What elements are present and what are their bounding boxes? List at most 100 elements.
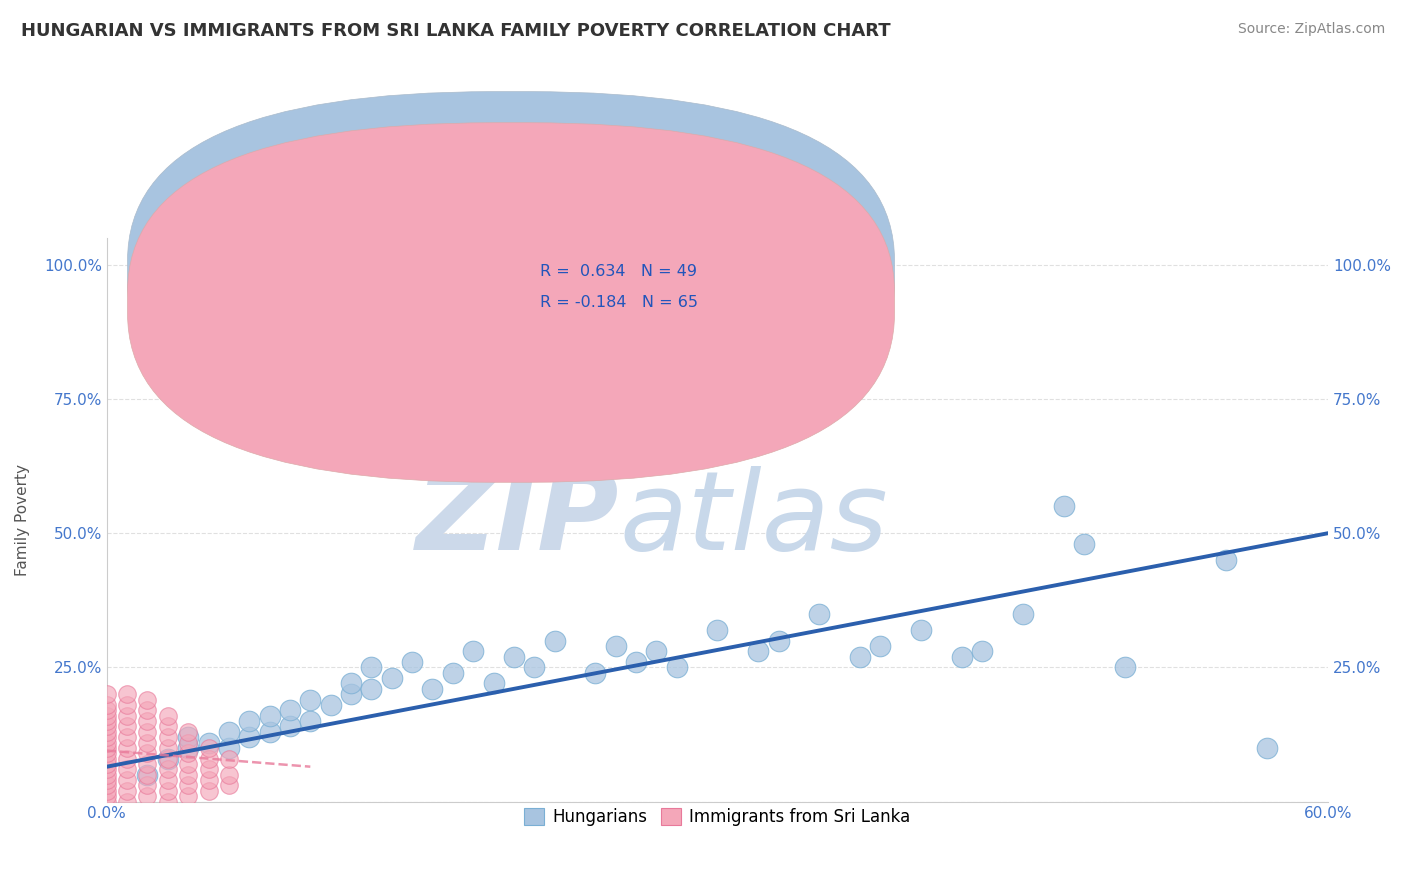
Point <box>96 703 118 717</box>
Point <box>177 746 200 760</box>
FancyBboxPatch shape <box>128 92 894 451</box>
Point <box>1052 500 1074 514</box>
Point <box>238 730 260 744</box>
Point <box>808 607 831 621</box>
Point <box>115 708 138 723</box>
Point <box>96 687 118 701</box>
Point <box>156 708 179 723</box>
Point <box>197 751 219 765</box>
Point <box>96 784 118 798</box>
Point <box>156 751 179 765</box>
Point <box>441 665 464 680</box>
Text: R =  0.634   N = 49: R = 0.634 N = 49 <box>540 264 697 279</box>
Point <box>360 660 382 674</box>
Legend: Hungarians, Immigrants from Sri Lanka: Hungarians, Immigrants from Sri Lanka <box>517 801 917 833</box>
Point <box>136 735 159 749</box>
Point <box>197 740 219 755</box>
FancyBboxPatch shape <box>128 123 894 483</box>
Point <box>136 714 159 728</box>
Point <box>299 714 322 728</box>
Point <box>706 623 728 637</box>
Point <box>950 649 973 664</box>
Point <box>115 784 138 798</box>
Point <box>136 779 159 793</box>
Point <box>340 676 363 690</box>
Point <box>115 751 138 765</box>
Point <box>115 763 138 777</box>
Point <box>360 681 382 696</box>
Point <box>259 708 281 723</box>
Point <box>197 773 219 788</box>
Point <box>96 789 118 804</box>
Point <box>381 671 404 685</box>
Point <box>136 768 159 782</box>
Point <box>96 746 118 760</box>
Point <box>136 789 159 804</box>
Point <box>177 735 200 749</box>
Point <box>299 692 322 706</box>
Point <box>96 708 118 723</box>
Point <box>96 795 118 809</box>
Point <box>605 639 627 653</box>
Point <box>96 719 118 733</box>
Point <box>136 768 159 782</box>
Point <box>624 655 647 669</box>
Point <box>156 719 179 733</box>
Point <box>96 724 118 739</box>
Point <box>463 644 485 658</box>
Point <box>238 714 260 728</box>
Point <box>970 644 993 658</box>
Point <box>177 724 200 739</box>
Point <box>96 751 118 765</box>
Point <box>156 795 179 809</box>
Point <box>177 768 200 782</box>
Point <box>523 660 546 674</box>
Point <box>1256 740 1278 755</box>
Point <box>747 644 769 658</box>
Point <box>136 703 159 717</box>
Point <box>115 730 138 744</box>
Point <box>156 773 179 788</box>
Point <box>278 719 301 733</box>
Point <box>96 698 118 712</box>
Point <box>115 719 138 733</box>
Point <box>96 768 118 782</box>
Text: HUNGARIAN VS IMMIGRANTS FROM SRI LANKA FAMILY POVERTY CORRELATION CHART: HUNGARIAN VS IMMIGRANTS FROM SRI LANKA F… <box>21 22 891 40</box>
Point <box>583 665 606 680</box>
Y-axis label: Family Poverty: Family Poverty <box>15 464 30 575</box>
Point <box>96 730 118 744</box>
Point <box>197 735 219 749</box>
Point <box>96 763 118 777</box>
Point <box>177 789 200 804</box>
Point <box>218 724 240 739</box>
Point <box>259 724 281 739</box>
Point <box>156 784 179 798</box>
Point <box>768 633 790 648</box>
Point <box>197 763 219 777</box>
Point <box>96 740 118 755</box>
Point <box>115 795 138 809</box>
Point <box>645 644 668 658</box>
Point <box>218 779 240 793</box>
Text: R = -0.184   N = 65: R = -0.184 N = 65 <box>540 294 699 310</box>
Point <box>869 639 891 653</box>
Point <box>136 692 159 706</box>
Point <box>136 757 159 772</box>
Point <box>218 751 240 765</box>
FancyBboxPatch shape <box>474 252 735 323</box>
Text: ZIP: ZIP <box>416 467 620 574</box>
Point <box>96 779 118 793</box>
Point <box>1011 607 1033 621</box>
Point <box>115 687 138 701</box>
Point <box>96 714 118 728</box>
Point <box>665 660 688 674</box>
Text: atlas: atlas <box>620 467 889 574</box>
Point <box>401 655 423 669</box>
Point <box>156 751 179 765</box>
Point <box>1073 537 1095 551</box>
Point <box>502 649 524 664</box>
Point <box>197 784 219 798</box>
Point <box>1114 660 1136 674</box>
Text: Source: ZipAtlas.com: Source: ZipAtlas.com <box>1237 22 1385 37</box>
Point <box>319 698 342 712</box>
